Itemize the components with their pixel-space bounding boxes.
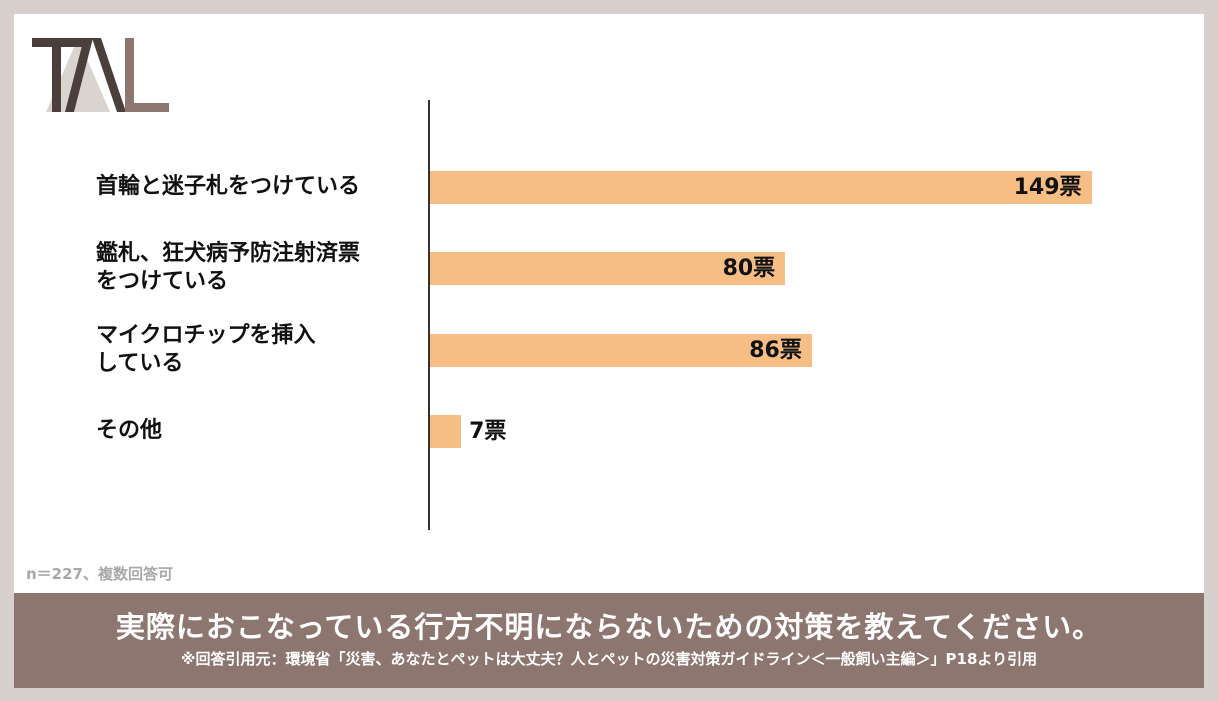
category-label-2: 鑑札、狂犬病予防注射済票 をつけている [96,240,426,296]
category-label-line: をつけている [96,269,229,294]
question-banner: 実際におこなっている行方不明にならないための対策を教えてください。 ※回答引用元… [14,593,1204,688]
category-label-3: マイクロチップを挿入 している [96,322,426,378]
chart-card: 149票 首輪と迷子札をつけている 80票 鑑札、狂犬病予防注射済票 をつけている 86票… [14,14,1204,688]
category-label-line: その他 [96,418,163,443]
bar-1 [430,171,1092,204]
category-label-1: 首輪と迷子札をつけている [96,173,426,201]
category-label-4: その他 [96,417,426,445]
tal-logo [32,38,169,112]
question-text: 実際におこなっている行方不明にならないための対策を教えてください。 [115,610,1103,644]
bar-value-label-3: 86票 [749,338,802,363]
chart-axis-line [428,100,430,530]
category-label-line: 鑑札、狂犬病予防注射済票 [96,241,361,266]
bar-3 [430,334,812,367]
category-label-line: している [96,351,184,376]
category-label-line: 首輪と迷子札をつけている [96,174,361,199]
category-label-line: マイクロチップを挿入 [96,323,316,348]
bar-value-label-1: 149票 [1013,175,1082,200]
source-citation: ※回答引用元：環境省「災害、あなたとペットは大丈夫？人とペットの災害対策ガイドラ… [180,650,1038,668]
sample-note: n＝227、複数回答可 [26,565,173,583]
bar-value-label-2: 80票 [722,256,776,281]
bar-2 [430,252,786,285]
bar-value-label-4: 7票 [469,419,507,444]
bar-4 [430,415,462,448]
